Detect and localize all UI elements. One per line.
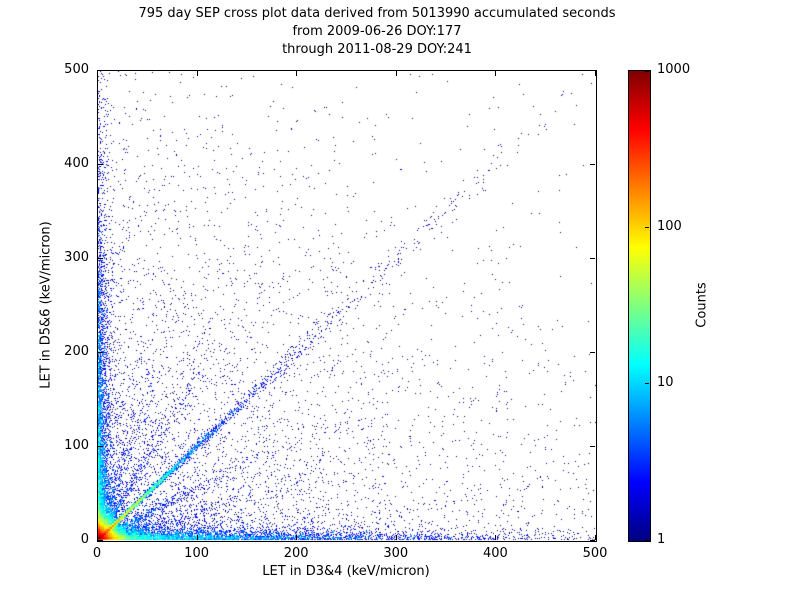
x-tick-mark: [97, 71, 98, 76]
x-tick-mark: [196, 71, 198, 76]
x-axis-label: LET in D3&4 (keV/micron): [262, 564, 430, 579]
title-line-3: through 2011-08-29 DOY:241: [282, 42, 472, 57]
x-tick-mark: [196, 535, 198, 540]
colorbar-tick-label: 1000: [657, 62, 691, 77]
y-axis-label: LET in D5&6 (keV/micron): [38, 221, 54, 389]
x-tick-mark: [495, 535, 497, 540]
colorbar-tick-mark: [645, 71, 649, 72]
colorbar-tick-mark: [645, 226, 649, 228]
x-tick-mark: [595, 535, 596, 540]
x-tick-label: 100: [184, 546, 209, 561]
colorbar-tick-label: 100: [657, 218, 682, 234]
y-tick-mark: [590, 446, 595, 447]
y-tick-label: 300: [64, 250, 89, 265]
y-tick-mark: [98, 258, 103, 259]
x-tick-mark: [595, 71, 596, 76]
x-tick-mark: [296, 71, 298, 76]
title-line-1: 795 day SEP cross plot data derived from…: [138, 6, 616, 21]
scatter-canvas: [98, 71, 596, 541]
y-tick-mark: [590, 164, 595, 165]
colorbar-tick-label: 1: [657, 532, 666, 547]
x-tick-mark: [395, 535, 397, 540]
y-tick-label: 0: [80, 532, 89, 547]
chart-title: 795 day SEP cross plot data derived from…: [77, 5, 677, 59]
colorbar-tick-label: 10: [657, 375, 674, 391]
plot-area: [97, 70, 597, 542]
x-tick-mark: [495, 71, 497, 76]
y-tick-mark: [590, 540, 595, 541]
colorbar: [628, 70, 651, 542]
x-tick-label: 300: [383, 546, 409, 561]
x-tick-label: 500: [582, 546, 608, 561]
colorbar-label: Counts: [694, 282, 710, 328]
x-tick-label: 0: [92, 546, 102, 561]
x-tick-label: 400: [482, 546, 508, 561]
y-tick-mark: [590, 258, 595, 259]
y-tick-mark: [98, 446, 103, 447]
y-tick-mark: [590, 352, 595, 353]
x-tick-label: 200: [283, 546, 309, 561]
y-tick-label: 500: [64, 62, 89, 77]
y-tick-mark: [590, 70, 595, 71]
colorbar-tick-mark: [645, 383, 649, 385]
y-tick-mark: [98, 352, 103, 353]
y-tick-label: 100: [64, 438, 89, 453]
colorbar-tick-mark: [645, 540, 649, 541]
y-tick-mark: [98, 70, 103, 71]
y-tick-mark: [98, 164, 103, 165]
x-tick-mark: [97, 535, 98, 540]
title-line-2: from 2009-06-26 DOY:177: [292, 24, 462, 39]
x-tick-mark: [296, 535, 298, 540]
y-tick-mark: [98, 540, 103, 541]
y-tick-label: 200: [64, 344, 89, 359]
y-tick-label: 400: [64, 156, 89, 171]
x-tick-mark: [395, 71, 397, 76]
